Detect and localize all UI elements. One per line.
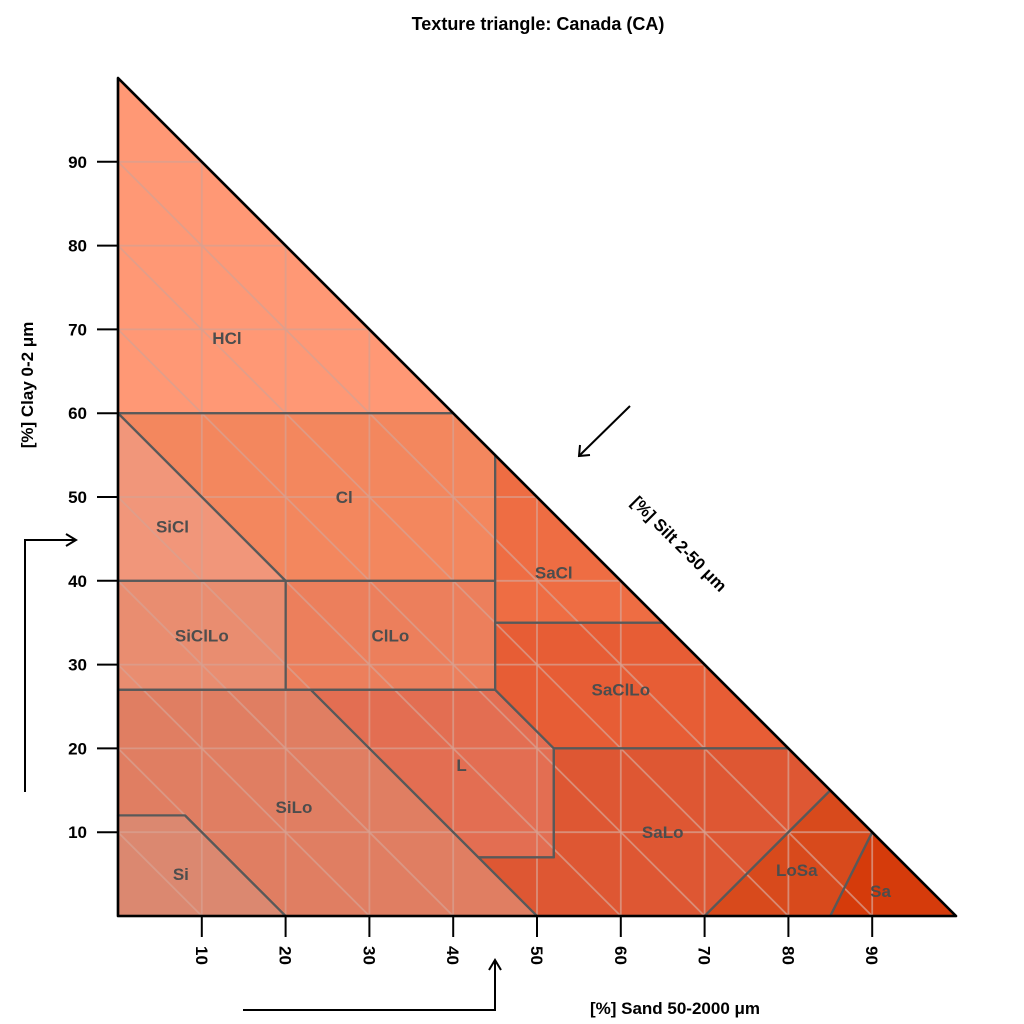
x-tick-label-90: 90 [862, 946, 881, 965]
x-tick-label-10: 10 [192, 946, 211, 965]
grid-silt-70 [117, 663, 371, 917]
y-tick-label-80: 80 [68, 237, 87, 256]
class-label-sa: Sa [870, 882, 891, 901]
z-axis-label: [%] Silt 2-50 μm [627, 493, 730, 596]
class-label-sacllo: SaClLo [592, 681, 651, 700]
region-l [310, 689, 554, 858]
class-label-sicllo: SiClLo [175, 626, 229, 645]
region-sa [830, 832, 956, 916]
class-label-sacl: SaCl [535, 563, 573, 582]
x-axis-label: [%] Sand 50-2000 μm [590, 999, 760, 1018]
x-tick-label-20: 20 [276, 946, 295, 965]
class-label-losa: LoSa [776, 861, 818, 880]
x-tick-label-80: 80 [778, 946, 797, 965]
grid-silt-30 [117, 328, 706, 917]
class-label-cl: Cl [336, 488, 353, 507]
x-tick-label-50: 50 [527, 946, 546, 965]
y-tick-label-70: 70 [68, 320, 87, 339]
region-silo [118, 689, 537, 916]
z-direction-arrow [577, 405, 631, 458]
class-label-silo: SiLo [276, 798, 313, 817]
class-label-si: Si [173, 865, 189, 884]
region-cllo [285, 580, 496, 690]
x-direction-arrow [243, 958, 502, 1011]
class-label-sicl: SiCl [156, 517, 189, 536]
y-tick-label-90: 90 [68, 153, 87, 172]
x-tick-label-40: 40 [443, 946, 462, 965]
grid-silt-60 [117, 580, 454, 917]
class-label-l: L [456, 756, 466, 775]
grid-silt-90 [117, 831, 203, 917]
y-tick-label-40: 40 [68, 572, 87, 591]
x-tick-label-60: 60 [611, 946, 630, 965]
y-tick-label-50: 50 [68, 488, 87, 507]
y-tick-label-60: 60 [68, 404, 87, 423]
x-tick-label-70: 70 [695, 946, 714, 965]
y-tick-label-20: 20 [68, 739, 87, 758]
y-direction-arrow [24, 533, 78, 792]
chart-title: Texture triangle: Canada (CA) [412, 14, 665, 34]
y-axis: 10 20 30 40 50 60 70 80 90 [68, 153, 118, 842]
x-tick-label-30: 30 [359, 946, 378, 965]
y-tick-label-30: 30 [68, 656, 87, 675]
y-tick-label-10: 10 [68, 823, 87, 842]
class-label-salo: SaLo [642, 823, 684, 842]
x-axis: 10 20 30 40 50 60 70 80 90 [192, 916, 881, 965]
y-axis-label: [%] Clay 0-2 μm [18, 322, 37, 449]
class-label-cllo: ClLo [371, 626, 409, 645]
class-label-hcl: HCl [212, 329, 241, 348]
